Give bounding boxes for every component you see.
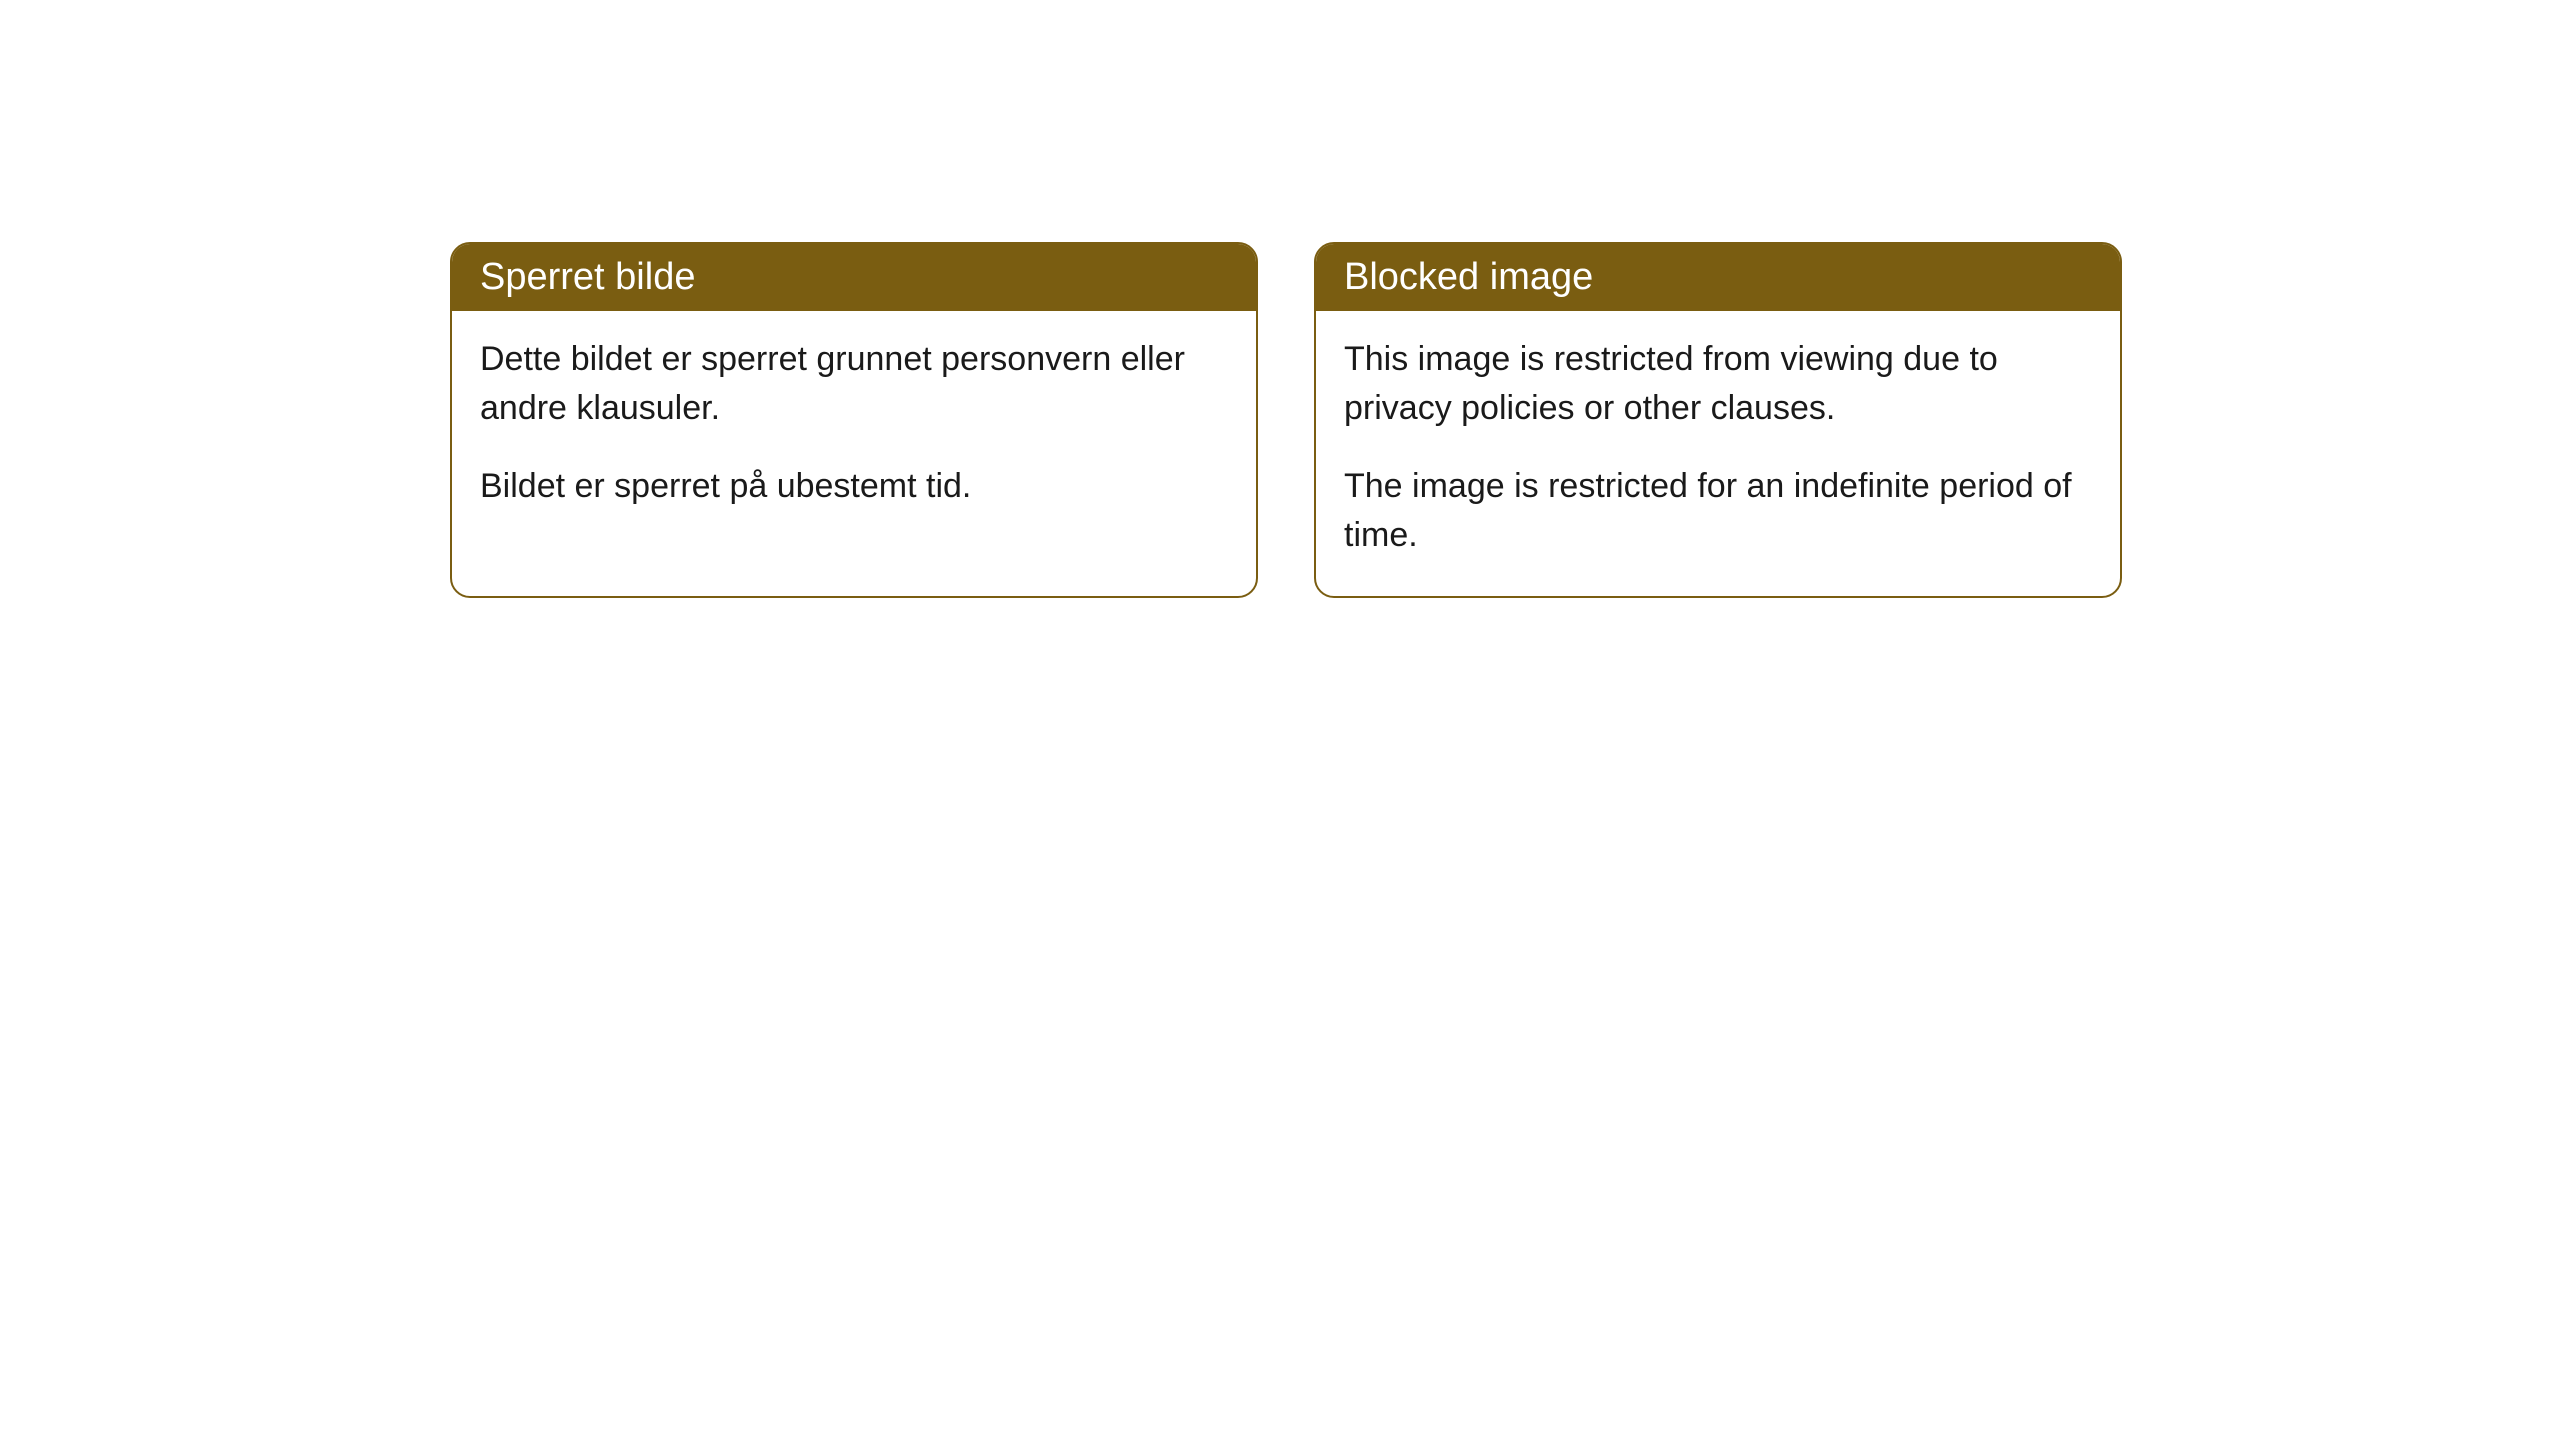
card-paragraph: The image is restricted for an indefinit… — [1344, 462, 2092, 561]
card-title: Blocked image — [1344, 256, 1593, 298]
notice-card-english: Blocked image This image is restricted f… — [1314, 242, 2122, 598]
card-paragraph: Dette bildet er sperret grunnet personve… — [480, 335, 1228, 434]
notice-card-norwegian: Sperret bilde Dette bildet er sperret gr… — [450, 242, 1258, 598]
card-header: Blocked image — [1316, 244, 2120, 311]
notice-cards-container: Sperret bilde Dette bildet er sperret gr… — [450, 242, 2122, 598]
card-paragraph: Bildet er sperret på ubestemt tid. — [480, 462, 1228, 511]
card-title: Sperret bilde — [480, 256, 695, 298]
card-body: This image is restricted from viewing du… — [1316, 311, 2120, 596]
card-header: Sperret bilde — [452, 244, 1256, 311]
card-paragraph: This image is restricted from viewing du… — [1344, 335, 2092, 434]
card-body: Dette bildet er sperret grunnet personve… — [452, 311, 1256, 547]
